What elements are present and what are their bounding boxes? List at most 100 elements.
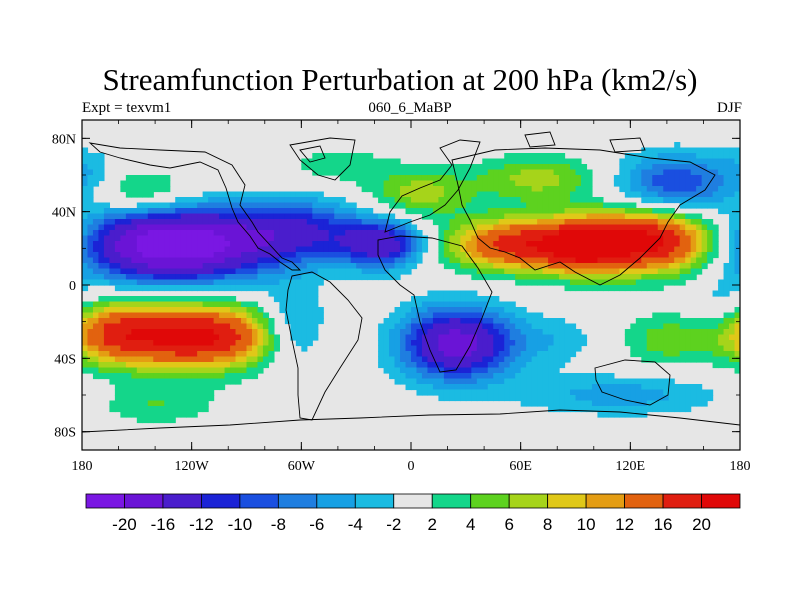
field-cell [723,208,730,215]
field-cell [531,252,538,259]
field-cell [465,202,472,209]
field-cell [213,329,220,336]
field-cell [542,208,549,215]
field-cell [657,224,664,231]
field-cell [131,268,138,275]
field-cell [389,219,396,226]
field-cell [515,213,522,220]
field-cell [570,378,577,385]
field-cell [531,224,538,231]
field-cell [345,268,352,275]
field-cell [328,208,335,215]
field-cell [602,406,609,413]
field-cell [131,186,138,193]
field-cell [723,263,730,270]
field-cell [208,340,215,347]
field-cell [443,197,450,204]
field-cell [136,373,143,380]
field-cell [701,175,708,182]
field-cell [591,395,599,402]
field-cell [131,378,138,385]
field-cell [520,334,527,341]
field-cell [482,296,489,303]
field-cell [707,246,714,253]
field-cell [230,235,237,242]
field-cell [103,219,111,226]
field-cell [279,263,286,270]
field-cell [147,362,154,369]
field-cell [449,230,456,237]
field-cell [679,197,686,204]
field-cell [109,351,116,358]
field-cell [526,235,533,242]
field-cell [718,208,725,215]
field-cell [197,406,204,413]
field-cell [191,400,198,407]
field-cell [432,351,440,358]
field-cell [334,252,341,259]
field-cell [301,246,308,253]
field-cell [295,301,302,308]
field-cell [378,230,385,237]
field-cell [345,202,352,209]
field-cell [679,224,686,231]
field-cell [476,252,483,259]
field-cell [251,263,259,270]
field-cell [652,224,659,231]
field-cell [553,213,560,220]
field-cell [284,197,291,204]
field-cell [509,329,516,336]
field-cell [482,208,489,215]
field-cell [175,285,182,292]
field-cell [367,235,374,242]
field-cell [460,263,467,270]
field-cell [674,279,681,286]
field-cell [602,257,609,264]
field-cell [405,373,412,380]
field-cell [432,301,440,308]
field-cell [131,252,138,259]
field-cell [251,340,259,347]
field-cell [191,334,198,341]
field-cell [718,186,725,193]
field-cell [147,351,154,358]
field-cell [685,351,692,358]
field-cell [597,285,604,292]
field-cell [471,395,478,402]
field-cell [208,246,215,253]
field-cell [142,235,149,242]
field-cell [493,318,500,325]
field-cell [421,323,429,330]
field-cell [405,230,412,237]
field-cell [504,230,511,237]
field-cell [120,296,127,303]
field-cell [663,329,670,336]
field-cell [729,186,736,193]
field-cell [580,186,588,193]
field-cell [718,318,725,325]
field-cell [208,263,215,270]
field-cell [251,230,259,237]
field-cell [471,312,478,319]
field-cell [635,406,642,413]
field-cell [273,296,280,303]
field-cell [208,202,215,209]
field-cell [125,186,132,193]
field-cell [208,329,215,336]
field-cell [652,274,659,281]
field-cell [400,230,407,237]
field-cell [482,334,489,341]
field-cell [405,268,412,275]
field-cell [169,224,176,231]
field-cell [559,219,566,226]
field-cell [712,323,719,330]
field-cell [262,340,270,347]
field-cell [734,235,740,242]
experiment-label: Expt = texvm1 [82,100,172,116]
field-cell [652,208,659,215]
field-cell [180,301,187,308]
field-cell [504,169,511,176]
field-cell [635,411,642,418]
field-cell [109,334,116,341]
field-cell [147,219,154,226]
